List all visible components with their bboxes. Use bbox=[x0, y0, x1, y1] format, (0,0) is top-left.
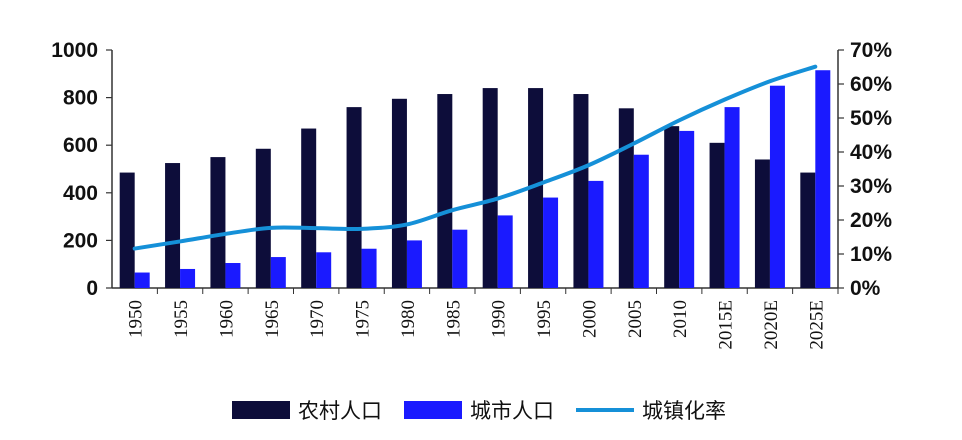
y-right-tick-label: 0% bbox=[850, 277, 881, 300]
bar-rural bbox=[346, 107, 362, 289]
x-tick-label: 1950 bbox=[126, 300, 147, 338]
y-right-tick-label: 10% bbox=[850, 243, 892, 266]
bar-urban bbox=[815, 70, 831, 288]
bar-rural bbox=[709, 142, 725, 288]
bar-rural bbox=[255, 148, 271, 288]
y-left-tick-label: 1000 bbox=[51, 39, 98, 62]
bar-urban bbox=[679, 130, 695, 288]
x-tick-label: 2025E bbox=[806, 300, 827, 350]
bar-rural bbox=[754, 159, 770, 288]
x-tick-label: 2000 bbox=[579, 300, 600, 338]
bar-rural bbox=[165, 163, 181, 288]
y-right-tick-label: 20% bbox=[850, 209, 892, 232]
y-right-tick-label: 30% bbox=[850, 175, 892, 198]
bar-urban bbox=[452, 229, 468, 288]
y-left-tick-label: 800 bbox=[63, 87, 98, 110]
y-left-tick-label: 600 bbox=[63, 134, 98, 157]
bar-urban bbox=[406, 240, 422, 288]
x-tick-label: 1965 bbox=[262, 300, 283, 338]
bar-urban bbox=[543, 197, 559, 288]
bar-rural bbox=[119, 172, 135, 288]
y-right-tick-label: 70% bbox=[850, 39, 892, 62]
bar-urban bbox=[361, 248, 377, 288]
bar-urban bbox=[180, 268, 196, 288]
bar-urban bbox=[588, 180, 604, 288]
bar-rural bbox=[301, 128, 317, 288]
bar-urban bbox=[270, 257, 286, 288]
y-right-tick-label: 60% bbox=[850, 73, 892, 96]
legend-label-rate: 城镇化率 bbox=[642, 399, 726, 423]
y-right-tick-label: 40% bbox=[850, 141, 892, 164]
bar-rural bbox=[800, 172, 816, 288]
x-tick-label: 1990 bbox=[489, 300, 510, 338]
x-tick-label: 1985 bbox=[443, 300, 464, 338]
bar-rural bbox=[391, 98, 407, 288]
x-tick-label: 2005 bbox=[625, 300, 646, 338]
x-tick-label: 1970 bbox=[307, 300, 328, 338]
bar-urban bbox=[769, 85, 785, 288]
bar-urban bbox=[225, 263, 241, 288]
x-tick-label: 2015E bbox=[716, 300, 737, 350]
legend-swatch-urban bbox=[404, 401, 462, 419]
legend-label-urban: 城市人口 bbox=[470, 399, 554, 423]
legend-label-rural: 农村人口 bbox=[298, 399, 382, 423]
y-right-tick-label: 50% bbox=[850, 107, 892, 130]
x-tick-label: 1975 bbox=[353, 300, 374, 338]
x-tick-label: 2020E bbox=[761, 300, 782, 350]
x-tick-label: 1960 bbox=[216, 300, 237, 338]
bar-rural bbox=[573, 94, 589, 288]
bar-rural bbox=[210, 157, 226, 288]
bar-rural bbox=[618, 108, 634, 288]
legend-swatch-rural bbox=[232, 401, 290, 419]
bar-urban bbox=[724, 107, 740, 289]
bar-urban bbox=[134, 272, 150, 288]
bar-urban bbox=[497, 215, 513, 288]
y-left-tick-label: 200 bbox=[63, 229, 98, 252]
bar-urban bbox=[633, 154, 649, 288]
bar-rural bbox=[437, 94, 453, 288]
bar-rural bbox=[482, 88, 498, 288]
x-tick-label: 1995 bbox=[534, 300, 555, 338]
x-tick-label: 1980 bbox=[398, 300, 419, 338]
bar-rural bbox=[664, 126, 680, 288]
y-left-tick-label: 400 bbox=[63, 182, 98, 205]
bar-urban bbox=[316, 252, 332, 288]
x-tick-label: 2010 bbox=[670, 300, 691, 338]
line-urbanization-rate bbox=[132, 64, 818, 251]
x-tick-label: 1955 bbox=[171, 300, 192, 338]
bar-rural bbox=[528, 88, 544, 288]
y-left-tick-label: 0 bbox=[86, 277, 98, 300]
